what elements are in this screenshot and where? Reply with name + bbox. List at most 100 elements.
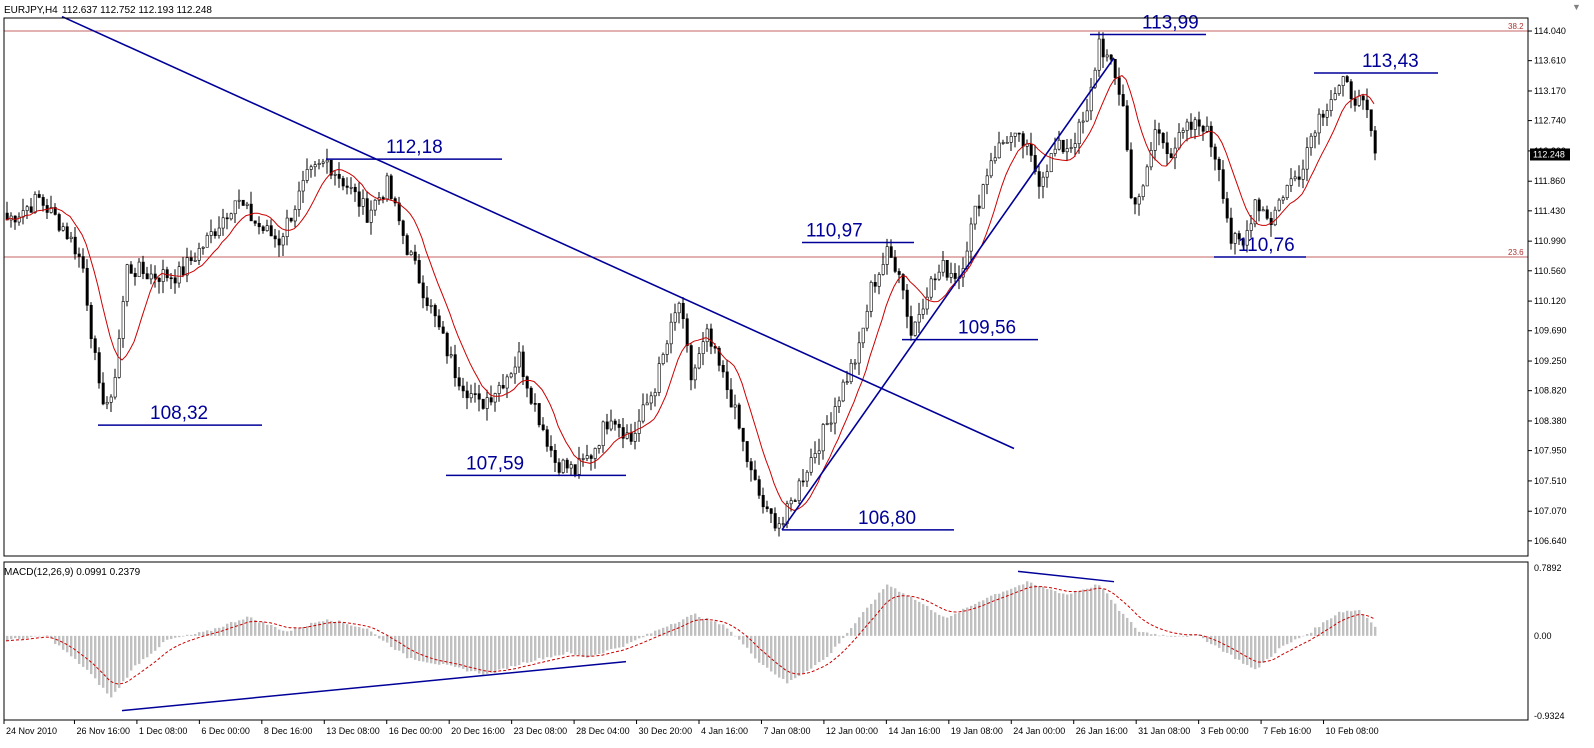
descending-trendline[interactable] [61, 15, 1015, 450]
macd-bar [1234, 635, 1237, 660]
candle-bull [949, 272, 953, 278]
macd-bar [1122, 613, 1125, 636]
candle-bull [925, 296, 929, 310]
candle-bear [1101, 38, 1105, 58]
macd-bar [702, 618, 705, 636]
divergence-line-bullish[interactable] [121, 660, 627, 712]
candle-bull [1285, 185, 1289, 199]
candle-bear [1029, 143, 1033, 156]
candle-bull [1093, 69, 1097, 88]
macd-bar [550, 635, 553, 658]
candle-bear [261, 226, 265, 231]
candle-bear [85, 267, 89, 306]
macd-bar [630, 635, 633, 643]
candle-bull [1249, 223, 1253, 231]
candle-bear [873, 282, 877, 287]
candle-bull [1089, 86, 1093, 112]
candle-bear [153, 273, 157, 279]
macd-bar [490, 635, 493, 673]
macd-bar [1346, 610, 1349, 636]
candle-bear [397, 202, 401, 222]
candle-bull [385, 175, 389, 200]
macd-bar [1322, 622, 1325, 636]
macd-bar [234, 622, 237, 636]
time-tick-label: 14 Jan 16:00 [888, 726, 940, 736]
candle-bear [289, 217, 293, 222]
candle-bear [1217, 158, 1221, 170]
macd-bar [774, 635, 777, 675]
candle-bull [693, 367, 697, 381]
macd-bar [1226, 635, 1229, 653]
candle-bear [761, 495, 765, 508]
candle-bull [833, 406, 837, 424]
candle-bear [413, 251, 417, 261]
candle-bear [461, 385, 465, 392]
scroll-arrow-icon[interactable]: ▼ [1572, 2, 1581, 12]
macd-bar [1306, 633, 1309, 636]
candle-bull [1329, 99, 1333, 111]
macd-bar [730, 631, 733, 636]
candle-bear [905, 289, 909, 317]
candle-bull [797, 480, 801, 501]
candle-bull [837, 400, 841, 407]
candle-bull [25, 206, 29, 211]
drawing-objects: 113,99 113,43 112,18 110,97 110,76 109,56 108,… [61, 12, 1438, 531]
macd-bar [22, 635, 25, 640]
candle-bull [1337, 85, 1341, 94]
candle-bear [933, 278, 937, 281]
candle-bull [653, 392, 657, 397]
candle-bear [473, 393, 477, 395]
candle-bull [1001, 142, 1005, 144]
divergence-line-bearish[interactable] [1017, 570, 1115, 583]
candle-bear [157, 277, 161, 282]
macd-bar [438, 635, 441, 665]
macd-bar [934, 612, 937, 636]
macd-bar [1370, 622, 1373, 636]
macd-bar [566, 635, 569, 652]
candle-bull [349, 186, 353, 189]
candle-bull [937, 271, 941, 280]
time-tick-label: 8 Dec 16:00 [264, 726, 313, 736]
candle-bull [61, 226, 65, 231]
macd-bar [214, 628, 217, 636]
macd-bar [990, 595, 993, 636]
macd-bar [1066, 594, 1069, 636]
candle-bull [505, 376, 509, 389]
macd-bar [1102, 589, 1105, 636]
price-tick-label: 113.610 [1534, 56, 1566, 66]
ohlc-label: 112.637 112.752 112.193 112.248 [62, 5, 212, 16]
candle-bear [1345, 76, 1349, 82]
macd-bar [1082, 589, 1085, 636]
candle-bear [329, 159, 333, 176]
candle-bull [109, 396, 113, 403]
macd-bar [578, 635, 581, 656]
candle-bull [1253, 199, 1257, 225]
candle-bear [1229, 217, 1233, 244]
time-axis: 24 Nov 2010 26 Nov 16:00 1 Dec 08:00 6 Dec … [3, 720, 1379, 736]
macd-bar [146, 635, 149, 658]
candle-bull [561, 459, 565, 473]
level-label: 106,80 [858, 508, 916, 529]
macd-bar [366, 628, 369, 636]
candle-bull [1145, 166, 1149, 187]
macd-bar [658, 629, 661, 636]
macd-bar [954, 613, 957, 636]
macd-bar [902, 593, 905, 636]
candle-bear [1033, 155, 1037, 172]
macd-bar [882, 589, 885, 636]
candle-bear [589, 455, 593, 459]
macd-bar [1202, 635, 1205, 639]
ascending-trendline[interactable] [781, 57, 1115, 531]
candle-bear [501, 385, 505, 389]
candle-bull [1293, 176, 1297, 180]
candle-bear [549, 446, 553, 451]
candle-bear [525, 376, 529, 389]
candle-bear [481, 398, 485, 409]
candle-bull [661, 354, 665, 364]
macd-bar [322, 621, 325, 636]
macd-bar [70, 635, 73, 657]
candle-bear [1297, 176, 1301, 180]
macd-bar [1134, 627, 1137, 636]
macd-bar [534, 635, 537, 661]
candle-bear [545, 429, 549, 447]
